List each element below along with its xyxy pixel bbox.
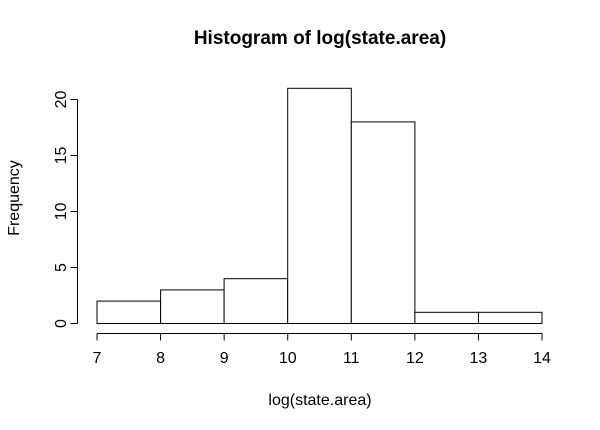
y-axis-title: Frequency — [6, 160, 23, 236]
x-tick-label: 8 — [156, 350, 165, 367]
y-tick-label: 15 — [53, 147, 70, 165]
histogram-bar — [477, 311, 543, 324]
x-axis-title: log(state.area) — [268, 392, 372, 409]
histogram-bar — [96, 300, 162, 325]
x-tick-label: 7 — [93, 350, 102, 367]
x-tick-label: 12 — [406, 350, 424, 367]
x-tick-label: 11 — [343, 350, 360, 367]
x-tick-label: 14 — [533, 350, 551, 367]
y-tick-label: 10 — [53, 203, 70, 221]
histogram-bar — [350, 121, 416, 325]
histogram-bar — [223, 278, 289, 325]
y-tick-label: 5 — [53, 263, 70, 272]
histogram-bar — [414, 311, 479, 324]
x-tick-label: 9 — [220, 350, 229, 367]
x-tick-label: 10 — [279, 350, 297, 367]
chart-title: Histogram of log(state.area) — [193, 28, 447, 49]
x-tick-label: 13 — [470, 350, 488, 367]
histogram-bar — [287, 87, 352, 324]
y-tick-label: 20 — [53, 91, 70, 109]
y-tick-label: 0 — [53, 319, 70, 328]
histogram-bar — [160, 289, 225, 324]
